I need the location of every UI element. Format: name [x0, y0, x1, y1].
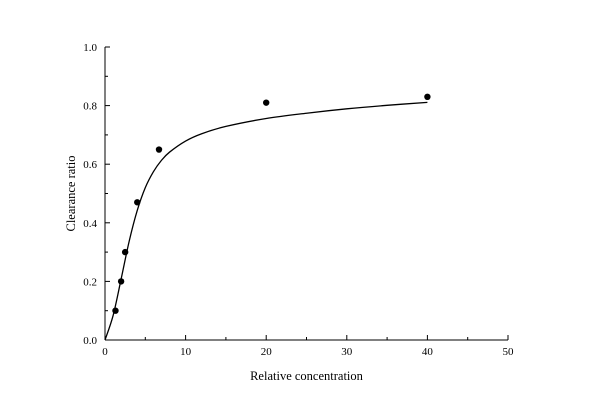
data-point: [155, 146, 163, 153]
x-tick-label: 20: [261, 346, 273, 358]
x-tick-label: 10: [180, 346, 192, 358]
data-point: [424, 93, 431, 101]
x-tick-label: 40: [422, 346, 434, 358]
y-tick-label: 0.8: [83, 101, 97, 113]
data-point: [121, 248, 129, 256]
data-point: [112, 307, 119, 314]
y-tick-label: 0.0: [83, 335, 97, 347]
y-tick-label: 0.4: [83, 218, 97, 230]
x-axis-title: Relative concentration: [250, 369, 364, 383]
data-point: [134, 199, 141, 206]
y-axis-ticks: 0.0 0.2 0.4 0.6 0.8 1.0: [83, 42, 110, 347]
y-tick-label: 1.0: [83, 42, 97, 54]
x-tick-label: 0: [102, 346, 108, 358]
fitted-curve: [104, 101, 428, 341]
data-point: [117, 278, 125, 285]
data-points: [112, 93, 431, 314]
y-tick-label: 0.2: [83, 276, 97, 288]
x-axis-ticks: 0 10 20 30 40 50: [102, 335, 514, 358]
x-tick-label: 50: [503, 346, 515, 358]
plot-area: 0 10 20 30 40 50 0.0 0.2 0.4 0.6 0.8 1.0: [83, 42, 514, 358]
x-tick-label: 30: [341, 346, 353, 358]
y-axis-title: Clearance ratio: [64, 156, 78, 232]
data-point: [263, 99, 270, 106]
y-tick-label: 0.6: [83, 159, 97, 171]
